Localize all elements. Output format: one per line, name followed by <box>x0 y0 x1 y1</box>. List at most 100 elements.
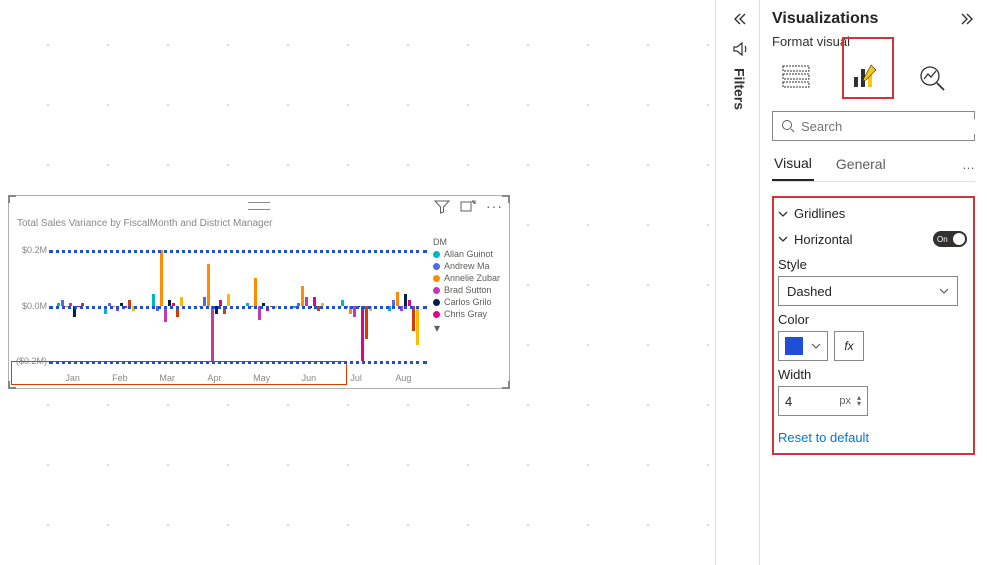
x-tick-label: Feb <box>112 373 128 383</box>
width-value: 4 <box>785 394 792 409</box>
bar[interactable] <box>305 297 308 305</box>
pane-title: Visualizations <box>772 10 878 28</box>
y-tick-label: ($0.2M) <box>16 356 47 366</box>
legend-swatch <box>433 263 440 270</box>
fx-button[interactable]: fx <box>834 331 864 361</box>
style-value: Dashed <box>787 284 832 299</box>
chart-bars: JanFebMarAprMayJunJulAug <box>49 233 427 367</box>
reset-to-default-link[interactable]: Reset to default <box>778 430 969 445</box>
more-options-icon[interactable]: ··· <box>486 199 503 215</box>
pane-splitter[interactable] <box>715 0 719 565</box>
legend-swatch <box>433 299 440 306</box>
legend-item[interactable]: Chris Gray <box>433 309 505 319</box>
bar[interactable] <box>207 264 210 306</box>
x-tick-label: Aug <box>395 373 411 383</box>
month-group: Jun <box>285 233 332 367</box>
legend-swatch <box>433 251 440 258</box>
filters-collapsed-pane: Filters <box>720 0 760 565</box>
announce-icon[interactable] <box>731 40 749 58</box>
width-spinner[interactable]: ▴ ▾ <box>857 395 861 407</box>
x-tick-label: Jun <box>302 373 317 383</box>
bar[interactable] <box>301 286 304 306</box>
expand-pane-icon[interactable] <box>959 12 975 26</box>
format-mode-row <box>772 53 975 101</box>
legend-more-icon[interactable]: ▾ <box>433 321 505 335</box>
month-group: May <box>238 233 285 367</box>
legend-item[interactable]: Allan Guinot <box>433 249 505 259</box>
spinner-down-icon[interactable]: ▾ <box>857 401 861 407</box>
bar[interactable] <box>211 306 214 362</box>
color-label: Color <box>778 312 969 327</box>
x-tick-label: May <box>253 373 270 383</box>
width-input[interactable]: 4 px ▴ ▾ <box>778 386 868 416</box>
legend-label: Andrew Ma <box>444 261 490 271</box>
chevron-down-icon <box>778 209 788 219</box>
style-dropdown[interactable]: Dashed <box>778 276 958 306</box>
bar[interactable] <box>404 294 407 305</box>
filters-label[interactable]: Filters <box>732 68 748 110</box>
legend-item[interactable]: Annelie Zubar <box>433 273 505 283</box>
chart-plot-area: JanFebMarAprMayJunJulAug <box>49 233 427 387</box>
tab-visual[interactable]: Visual <box>772 155 814 181</box>
format-tabs: Visual General … <box>772 155 975 182</box>
chevron-down-icon <box>811 341 821 351</box>
y-tick-label: $0.2M <box>22 245 47 255</box>
bar[interactable] <box>365 306 368 340</box>
search-input[interactable] <box>801 119 977 134</box>
search-box[interactable] <box>772 111 975 141</box>
color-picker[interactable] <box>778 331 828 361</box>
bar[interactable] <box>160 250 163 306</box>
legend-item[interactable]: Brad Sutton <box>433 285 505 295</box>
bar[interactable] <box>227 294 230 305</box>
bar[interactable] <box>412 306 415 331</box>
legend-swatch <box>433 287 440 294</box>
month-group: Jul <box>333 233 380 367</box>
visualizations-pane: Visualizations Format visual <box>760 0 987 565</box>
filter-icon[interactable] <box>434 199 450 215</box>
width-unit: px <box>839 395 851 407</box>
horizontal-label: Horizontal <box>794 232 853 247</box>
highlight-box-mode <box>842 37 894 99</box>
chart-visual-frame[interactable]: ··· Total Sales Variance by FiscalMonth … <box>8 195 510 389</box>
y-tick-label: $0.0M <box>22 301 47 311</box>
horizontal-toggle[interactable]: On <box>933 231 967 247</box>
bar[interactable] <box>203 297 206 305</box>
bar[interactable] <box>416 306 419 345</box>
legend-swatch <box>433 311 440 318</box>
legend-label: Carlos Grilo <box>444 297 492 307</box>
legend-item[interactable]: Andrew Ma <box>433 261 505 271</box>
legend-swatch <box>433 275 440 282</box>
bar[interactable] <box>361 306 364 362</box>
bar[interactable] <box>313 297 316 305</box>
legend-item[interactable]: Carlos Grilo <box>433 297 505 307</box>
month-group: Feb <box>96 233 143 367</box>
horizontal-section-header[interactable]: Horizontal On <box>778 231 969 247</box>
bar[interactable] <box>180 297 183 305</box>
drag-handle-icon[interactable] <box>248 202 270 210</box>
x-tick-label: Jul <box>350 373 362 383</box>
chart-legend: DM Allan GuinotAndrew MaAnnelie ZubarBra… <box>427 233 509 387</box>
visual-header[interactable]: ··· <box>9 196 509 216</box>
focus-mode-icon[interactable] <box>460 199 476 215</box>
bar[interactable] <box>396 292 399 306</box>
month-group: Mar <box>144 233 191 367</box>
month-group: Apr <box>191 233 238 367</box>
x-tick-label: Jan <box>65 373 80 383</box>
month-group: Jan <box>49 233 96 367</box>
y-axis-labels: $0.2M $0.0M ($0.2M) <box>15 233 49 387</box>
fields-mode-button[interactable] <box>776 59 816 95</box>
color-swatch <box>785 337 803 355</box>
expand-filters-icon[interactable] <box>732 12 748 26</box>
width-label: Width <box>778 367 969 382</box>
gridline <box>49 306 427 309</box>
analytics-mode-button[interactable] <box>912 59 952 95</box>
bar[interactable] <box>254 278 257 306</box>
chevron-down-icon <box>939 286 949 296</box>
tab-general[interactable]: General <box>834 156 888 180</box>
report-canvas[interactable]: ··· Total Sales Variance by FiscalMonth … <box>0 0 715 565</box>
gridlines-section-header[interactable]: Gridlines <box>778 206 969 221</box>
search-icon <box>781 119 795 133</box>
month-group: Aug <box>380 233 427 367</box>
tabs-more-icon[interactable]: … <box>962 157 975 180</box>
bar[interactable] <box>152 294 155 305</box>
